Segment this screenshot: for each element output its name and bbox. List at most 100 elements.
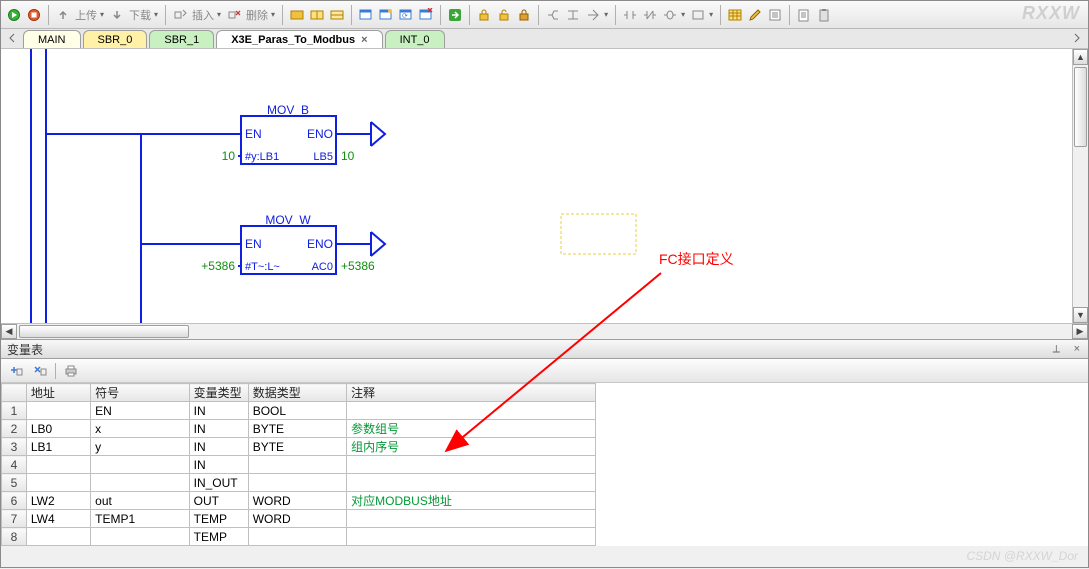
cell-note[interactable] bbox=[347, 510, 596, 528]
cell-addr[interactable]: LB1 bbox=[26, 438, 90, 456]
cell-note[interactable] bbox=[347, 456, 596, 474]
vt-header[interactable] bbox=[2, 384, 27, 402]
cell-addr[interactable]: LW2 bbox=[26, 492, 90, 510]
cell-datatype[interactable]: BYTE bbox=[248, 438, 346, 456]
vt-print-icon[interactable] bbox=[62, 362, 80, 380]
contact2-icon[interactable] bbox=[641, 6, 659, 24]
tabs-prev-icon[interactable] bbox=[5, 31, 19, 45]
cell-note[interactable]: 对应MODBUS地址 bbox=[347, 492, 596, 510]
cell-vartype[interactable]: IN_OUT bbox=[189, 474, 248, 492]
dropdown-icon[interactable]: ▾ bbox=[271, 10, 275, 19]
horizontal-scrollbar[interactable]: ◀▶ bbox=[1, 323, 1088, 339]
clipboard-icon[interactable] bbox=[815, 6, 833, 24]
tab-sbr_1[interactable]: SBR_1 bbox=[149, 30, 214, 48]
dropdown-icon[interactable]: ▾ bbox=[100, 10, 104, 19]
cell-datatype[interactable]: WORD bbox=[248, 492, 346, 510]
lock-icon[interactable] bbox=[475, 6, 493, 24]
cell-addr[interactable] bbox=[26, 528, 90, 546]
cell-vartype[interactable]: TEMP bbox=[189, 528, 248, 546]
cell-addr[interactable]: LW4 bbox=[26, 510, 90, 528]
tab-int_0[interactable]: INT_0 bbox=[385, 30, 445, 48]
cell-vartype[interactable]: IN bbox=[189, 402, 248, 420]
window1-icon[interactable] bbox=[357, 6, 375, 24]
edit-icon[interactable] bbox=[746, 6, 764, 24]
cell-note[interactable]: 参数组号 bbox=[347, 420, 596, 438]
cell-note[interactable] bbox=[347, 402, 596, 420]
vertical-scrollbar[interactable]: ▲▼ bbox=[1072, 49, 1088, 323]
cell-vartype[interactable]: IN bbox=[189, 420, 248, 438]
tab-main[interactable]: MAIN bbox=[23, 30, 81, 48]
window2-icon[interactable] bbox=[377, 6, 395, 24]
toggle3-icon[interactable] bbox=[328, 6, 346, 24]
box-icon[interactable] bbox=[689, 6, 707, 24]
vt-header[interactable]: 注释 bbox=[347, 384, 596, 402]
cell-addr[interactable] bbox=[26, 456, 90, 474]
cell-vartype[interactable]: IN bbox=[189, 438, 248, 456]
branch3-icon[interactable] bbox=[584, 6, 602, 24]
branch2-icon[interactable] bbox=[564, 6, 582, 24]
tab-x3e_paras_to_modbus[interactable]: X3E_Paras_To_Modbus× bbox=[216, 30, 382, 48]
cell-symbol[interactable] bbox=[91, 456, 189, 474]
tab-sbr_0[interactable]: SBR_0 bbox=[83, 30, 148, 48]
cell-symbol[interactable]: EN bbox=[91, 402, 189, 420]
window-close-icon[interactable] bbox=[417, 6, 435, 24]
dropdown-icon[interactable]: ▾ bbox=[604, 10, 608, 19]
vt-header[interactable]: 变量类型 bbox=[189, 384, 248, 402]
cell-symbol[interactable] bbox=[91, 528, 189, 546]
insert-icon[interactable] bbox=[171, 6, 189, 24]
window3-icon[interactable]: ⟳ bbox=[397, 6, 415, 24]
cell-vartype[interactable]: IN bbox=[189, 456, 248, 474]
cell-datatype[interactable]: BOOL bbox=[248, 402, 346, 420]
close-icon[interactable]: × bbox=[1074, 343, 1080, 355]
branch1-icon[interactable] bbox=[544, 6, 562, 24]
table-row[interactable]: 8 TEMP bbox=[2, 528, 596, 546]
cell-note[interactable] bbox=[347, 474, 596, 492]
delete-icon[interactable] bbox=[225, 6, 243, 24]
cell-note[interactable]: 组内序号 bbox=[347, 438, 596, 456]
cell-addr[interactable] bbox=[26, 474, 90, 492]
dropdown-icon[interactable]: ▾ bbox=[681, 10, 685, 19]
unlock-icon[interactable] bbox=[495, 6, 513, 24]
table-row[interactable]: 1 EN IN BOOL bbox=[2, 402, 596, 420]
cell-symbol[interactable]: out bbox=[91, 492, 189, 510]
toggle2-icon[interactable] bbox=[308, 6, 326, 24]
go-icon[interactable] bbox=[446, 6, 464, 24]
cell-symbol[interactable]: x bbox=[91, 420, 189, 438]
table-row[interactable]: 3 LB1 y IN BYTE 组内序号 bbox=[2, 438, 596, 456]
vt-delete-icon[interactable] bbox=[31, 362, 49, 380]
vt-header[interactable]: 数据类型 bbox=[248, 384, 346, 402]
cell-datatype[interactable] bbox=[248, 474, 346, 492]
grid-icon[interactable] bbox=[726, 6, 744, 24]
cell-note[interactable] bbox=[347, 528, 596, 546]
cell-datatype[interactable]: WORD bbox=[248, 510, 346, 528]
contact1-icon[interactable] bbox=[621, 6, 639, 24]
run-icon[interactable] bbox=[5, 6, 23, 24]
dropdown-icon[interactable]: ▾ bbox=[154, 10, 158, 19]
table-row[interactable]: 2 LB0 x IN BYTE 参数组号 bbox=[2, 420, 596, 438]
tabs-next-icon[interactable] bbox=[1070, 31, 1084, 45]
cell-datatype[interactable] bbox=[248, 456, 346, 474]
lock2-icon[interactable] bbox=[515, 6, 533, 24]
cell-symbol[interactable]: TEMP1 bbox=[91, 510, 189, 528]
table-row[interactable]: 6 LW2 out OUT WORD 对应MODBUS地址 bbox=[2, 492, 596, 510]
table-row[interactable]: 7 LW4 TEMP1 TEMP WORD bbox=[2, 510, 596, 528]
stop-icon[interactable] bbox=[25, 6, 43, 24]
pin-icon[interactable]: ⟂ bbox=[1053, 343, 1060, 356]
upload-icon[interactable] bbox=[54, 6, 72, 24]
vt-header[interactable]: 符号 bbox=[91, 384, 189, 402]
vt-insert-icon[interactable] bbox=[7, 362, 25, 380]
cell-addr[interactable] bbox=[26, 402, 90, 420]
cell-vartype[interactable]: OUT bbox=[189, 492, 248, 510]
list-icon[interactable] bbox=[766, 6, 784, 24]
cell-vartype[interactable]: TEMP bbox=[189, 510, 248, 528]
dropdown-icon[interactable]: ▾ bbox=[217, 10, 221, 19]
dropdown-icon[interactable]: ▾ bbox=[709, 10, 713, 19]
cell-symbol[interactable] bbox=[91, 474, 189, 492]
table-row[interactable]: 4 IN bbox=[2, 456, 596, 474]
cell-symbol[interactable]: y bbox=[91, 438, 189, 456]
cell-addr[interactable]: LB0 bbox=[26, 420, 90, 438]
coil-icon[interactable] bbox=[661, 6, 679, 24]
notes-icon[interactable] bbox=[795, 6, 813, 24]
cell-datatype[interactable]: BYTE bbox=[248, 420, 346, 438]
download-icon[interactable] bbox=[108, 6, 126, 24]
